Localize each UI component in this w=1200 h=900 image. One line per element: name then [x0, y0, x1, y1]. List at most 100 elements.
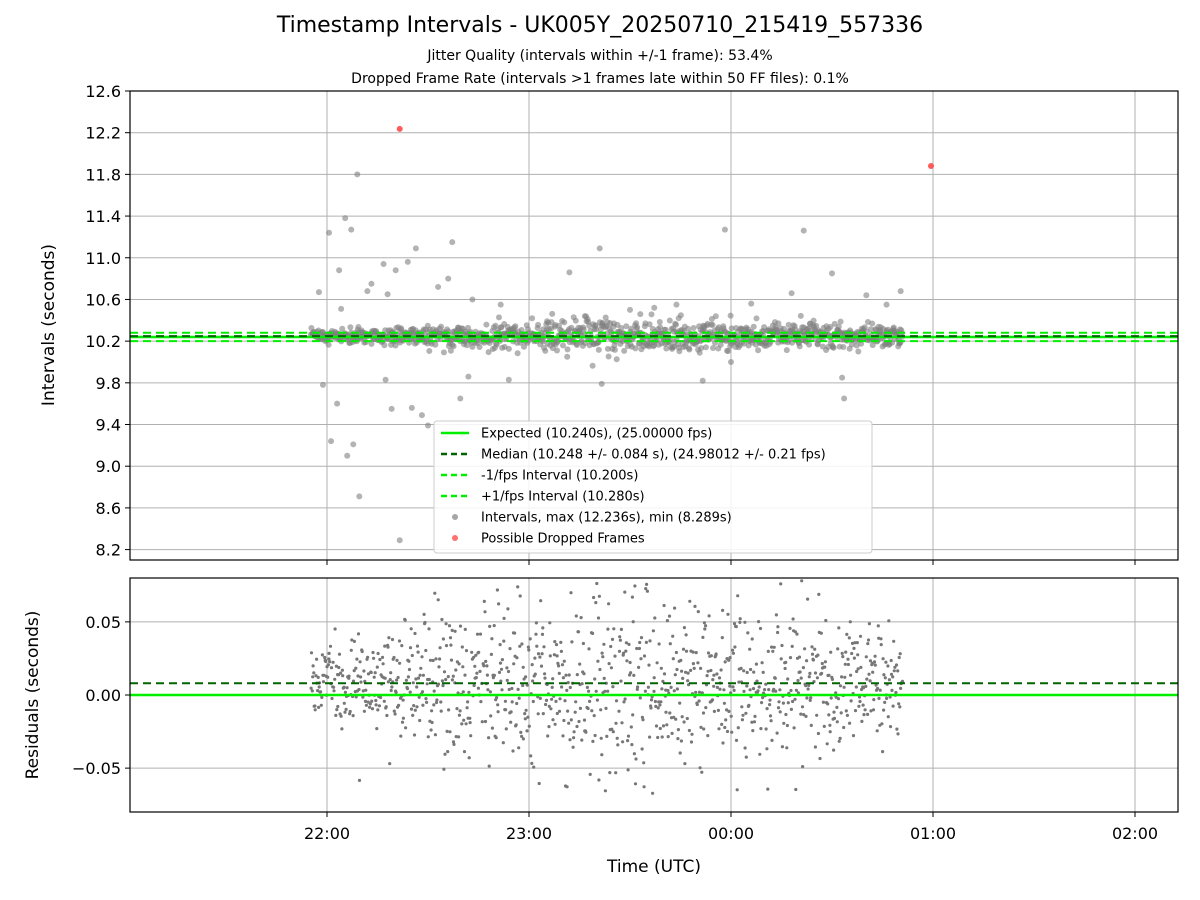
legend: Expected (10.240s), (25.00000 fps) Median…	[433, 420, 873, 554]
residual-point	[752, 670, 756, 674]
residual-point	[760, 701, 764, 705]
residual-point	[379, 695, 383, 700]
residual-point	[611, 685, 615, 689]
residual-point	[529, 754, 533, 758]
residual-point	[517, 696, 521, 700]
interval-point	[637, 311, 644, 318]
residual-point	[378, 657, 382, 662]
residual-point	[440, 617, 444, 622]
residual-point	[834, 691, 838, 695]
residual-point	[607, 662, 611, 666]
residual-point	[470, 650, 474, 654]
interval-point	[564, 353, 571, 360]
residual-point	[550, 685, 554, 690]
residual-point	[333, 677, 337, 681]
residual-point	[331, 660, 335, 664]
residual-point	[401, 716, 405, 720]
residual-point	[623, 697, 627, 701]
residual-point	[689, 668, 693, 673]
interval-point	[464, 342, 470, 349]
residual-point	[606, 627, 610, 631]
residual-point	[619, 627, 624, 632]
residual-point	[728, 684, 732, 688]
residual-point	[588, 772, 592, 777]
residual-point	[822, 724, 826, 729]
residual-point	[896, 732, 900, 736]
residual-point	[721, 608, 725, 613]
residual-point	[382, 699, 386, 703]
residual-point	[843, 675, 847, 679]
residual-point	[509, 710, 513, 714]
residual-point	[685, 716, 689, 721]
residual-point	[768, 698, 772, 702]
residual-point	[638, 640, 642, 645]
interval-point	[518, 327, 525, 333]
x-tick-label: 02:00	[1112, 824, 1158, 843]
residual-point	[394, 690, 398, 695]
interval-point	[560, 342, 566, 349]
residual-point	[500, 688, 504, 692]
residual-point	[516, 585, 520, 589]
residual-point	[524, 675, 528, 679]
residual-point	[795, 632, 799, 636]
residual-point	[355, 657, 359, 661]
residual-point	[428, 658, 433, 662]
interval-point	[580, 326, 587, 333]
residual-point	[626, 768, 630, 772]
residual-point	[574, 614, 578, 618]
interval-point	[869, 320, 876, 327]
residual-point	[594, 689, 598, 693]
residual-point	[607, 602, 611, 606]
interval-point	[651, 342, 658, 349]
residual-point	[813, 647, 817, 651]
residual-point	[796, 678, 800, 683]
residual-point	[518, 644, 522, 648]
residual-point	[600, 651, 604, 655]
residual-point	[357, 687, 361, 692]
interval-point	[855, 348, 862, 355]
residual-point	[539, 664, 544, 668]
residual-point	[696, 610, 700, 614]
residual-point	[664, 710, 668, 714]
interval-outlier-point	[673, 301, 680, 308]
residual-point	[834, 695, 838, 699]
residual-point	[337, 652, 342, 656]
residual-point	[758, 626, 763, 631]
residual-point	[362, 709, 366, 713]
residual-point	[434, 657, 438, 661]
residual-point	[557, 664, 561, 668]
intervals-y-tick-label: 11.4	[85, 207, 121, 226]
residual-point	[816, 731, 821, 736]
residual-point	[816, 653, 820, 657]
residual-point	[523, 712, 527, 716]
residual-point	[687, 728, 692, 733]
interval-point	[426, 348, 433, 354]
residual-point	[743, 620, 747, 624]
residual-point	[396, 675, 400, 680]
interval-point	[485, 349, 492, 356]
interval-point	[514, 350, 521, 357]
residual-point	[726, 612, 730, 616]
residual-point	[562, 718, 566, 723]
residual-point	[748, 688, 752, 692]
residual-point	[715, 672, 719, 676]
residual-point	[836, 697, 841, 701]
residual-point	[714, 652, 718, 656]
interval-point	[830, 344, 837, 351]
intervals-y-tick-label: 8.6	[96, 499, 121, 518]
residual-point	[643, 689, 648, 693]
residual-point	[786, 701, 790, 705]
residual-point	[387, 636, 391, 640]
residual-point	[793, 630, 798, 634]
residual-point	[841, 655, 845, 659]
residual-point	[610, 727, 614, 731]
interval-outlier-point	[465, 373, 472, 380]
interval-outlier-point	[344, 452, 351, 459]
residual-point	[547, 725, 551, 729]
residual-point	[397, 639, 402, 643]
interval-point	[686, 346, 693, 353]
residual-point	[494, 736, 498, 740]
residual-point	[737, 680, 741, 684]
residual-point	[498, 661, 503, 665]
residual-point	[557, 709, 562, 713]
